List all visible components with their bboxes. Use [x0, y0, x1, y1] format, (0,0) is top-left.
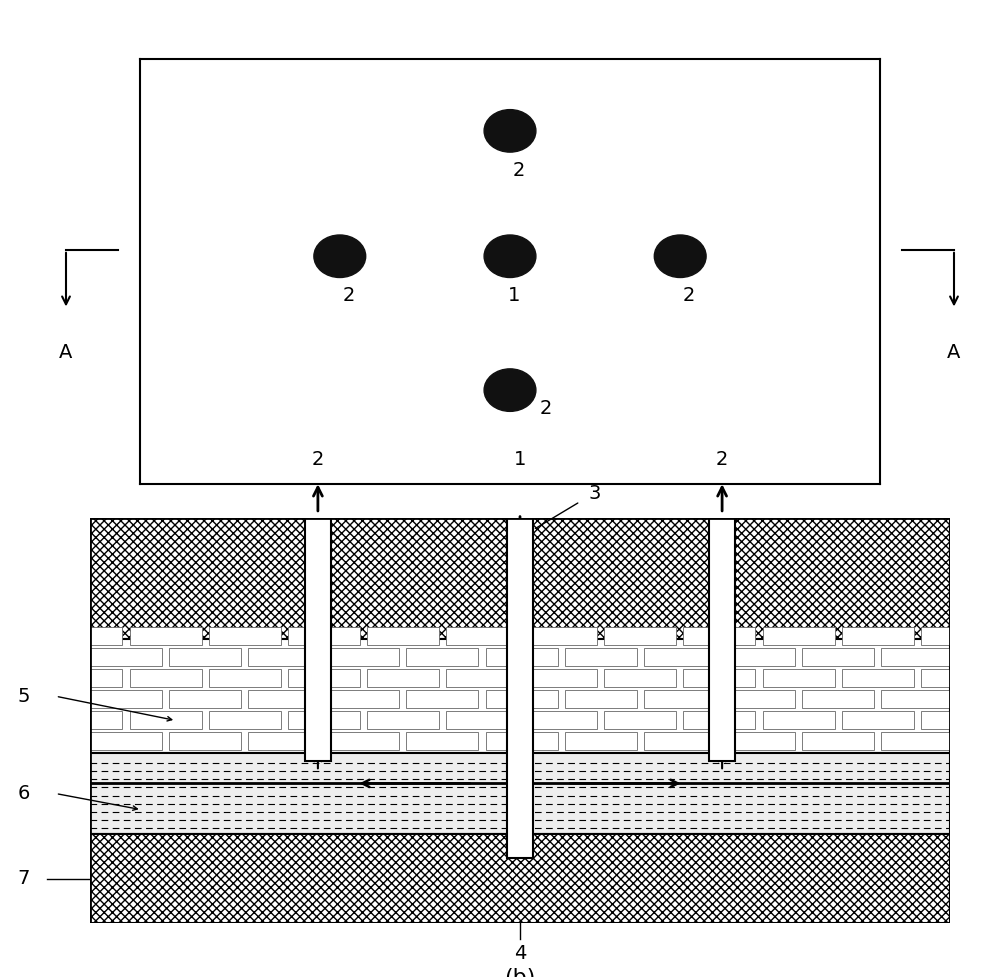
Bar	[209, 627, 281, 645]
Bar	[209, 669, 281, 687]
Bar	[90, 518, 950, 640]
Bar	[921, 669, 950, 687]
Bar	[842, 627, 914, 645]
Text: A: A	[59, 343, 73, 362]
Bar	[90, 711, 122, 729]
Text: 2: 2	[716, 450, 728, 469]
Text: 2: 2	[540, 399, 552, 417]
Bar	[367, 711, 439, 729]
Text: 2: 2	[312, 450, 324, 469]
Bar	[90, 691, 162, 708]
Text: 5: 5	[17, 687, 30, 705]
Text: (b): (b)	[504, 968, 536, 977]
Bar	[90, 627, 122, 645]
Bar	[604, 627, 676, 645]
Bar	[130, 711, 202, 729]
Bar	[90, 640, 950, 753]
Text: 2: 2	[513, 160, 525, 180]
Bar	[644, 648, 716, 665]
Bar	[525, 711, 597, 729]
Bar	[525, 627, 597, 645]
Bar	[486, 733, 558, 750]
Bar	[709, 518, 735, 761]
Bar	[763, 669, 835, 687]
Bar	[802, 733, 874, 750]
Ellipse shape	[654, 235, 706, 277]
Bar	[446, 627, 518, 645]
Bar	[565, 691, 637, 708]
Ellipse shape	[484, 235, 536, 277]
Bar	[446, 669, 518, 687]
Bar	[565, 733, 637, 750]
Bar	[644, 691, 716, 708]
Bar	[169, 733, 241, 750]
Bar	[723, 648, 795, 665]
Bar	[327, 733, 399, 750]
Bar	[327, 691, 399, 708]
Bar	[248, 691, 320, 708]
Bar	[130, 669, 202, 687]
Text: 4: 4	[514, 944, 526, 962]
Bar	[446, 711, 518, 729]
Bar	[763, 711, 835, 729]
Bar	[881, 733, 950, 750]
Bar	[288, 627, 360, 645]
Bar	[507, 518, 533, 859]
Text: 6: 6	[17, 784, 30, 803]
Text: A: A	[947, 343, 961, 362]
Bar	[763, 627, 835, 645]
Bar	[288, 669, 360, 687]
Bar	[169, 691, 241, 708]
Ellipse shape	[484, 109, 536, 152]
Bar	[406, 733, 478, 750]
Bar	[644, 733, 716, 750]
Bar	[604, 711, 676, 729]
Bar	[90, 648, 162, 665]
Bar	[327, 648, 399, 665]
Bar	[486, 691, 558, 708]
Bar	[486, 648, 558, 665]
Bar	[604, 669, 676, 687]
Text: 7: 7	[17, 870, 30, 888]
Bar	[209, 711, 281, 729]
Bar	[169, 648, 241, 665]
Bar	[288, 711, 360, 729]
Bar	[842, 669, 914, 687]
Text: 2: 2	[683, 286, 695, 305]
Bar	[723, 733, 795, 750]
Bar	[90, 753, 950, 834]
Bar	[881, 648, 950, 665]
Bar	[723, 691, 795, 708]
Bar	[921, 627, 950, 645]
Bar	[130, 627, 202, 645]
Bar	[90, 669, 122, 687]
Bar	[367, 627, 439, 645]
Bar	[921, 711, 950, 729]
Bar	[881, 691, 950, 708]
Bar	[406, 648, 478, 665]
Ellipse shape	[314, 235, 366, 277]
Bar	[90, 834, 950, 923]
Text: (a): (a)	[495, 518, 525, 537]
Bar	[683, 711, 755, 729]
Ellipse shape	[484, 369, 536, 411]
Text: 1: 1	[514, 450, 526, 469]
Bar	[525, 669, 597, 687]
Bar	[565, 648, 637, 665]
Bar	[802, 691, 874, 708]
Bar	[683, 627, 755, 645]
Text: 1: 1	[508, 286, 521, 305]
Bar	[248, 648, 320, 665]
Bar	[802, 648, 874, 665]
Bar	[683, 669, 755, 687]
Bar	[90, 733, 162, 750]
Text: 3: 3	[589, 484, 601, 503]
Bar	[305, 518, 331, 761]
Text: 2: 2	[342, 286, 355, 305]
Bar	[367, 669, 439, 687]
Bar	[842, 711, 914, 729]
Bar	[248, 733, 320, 750]
Bar	[406, 691, 478, 708]
